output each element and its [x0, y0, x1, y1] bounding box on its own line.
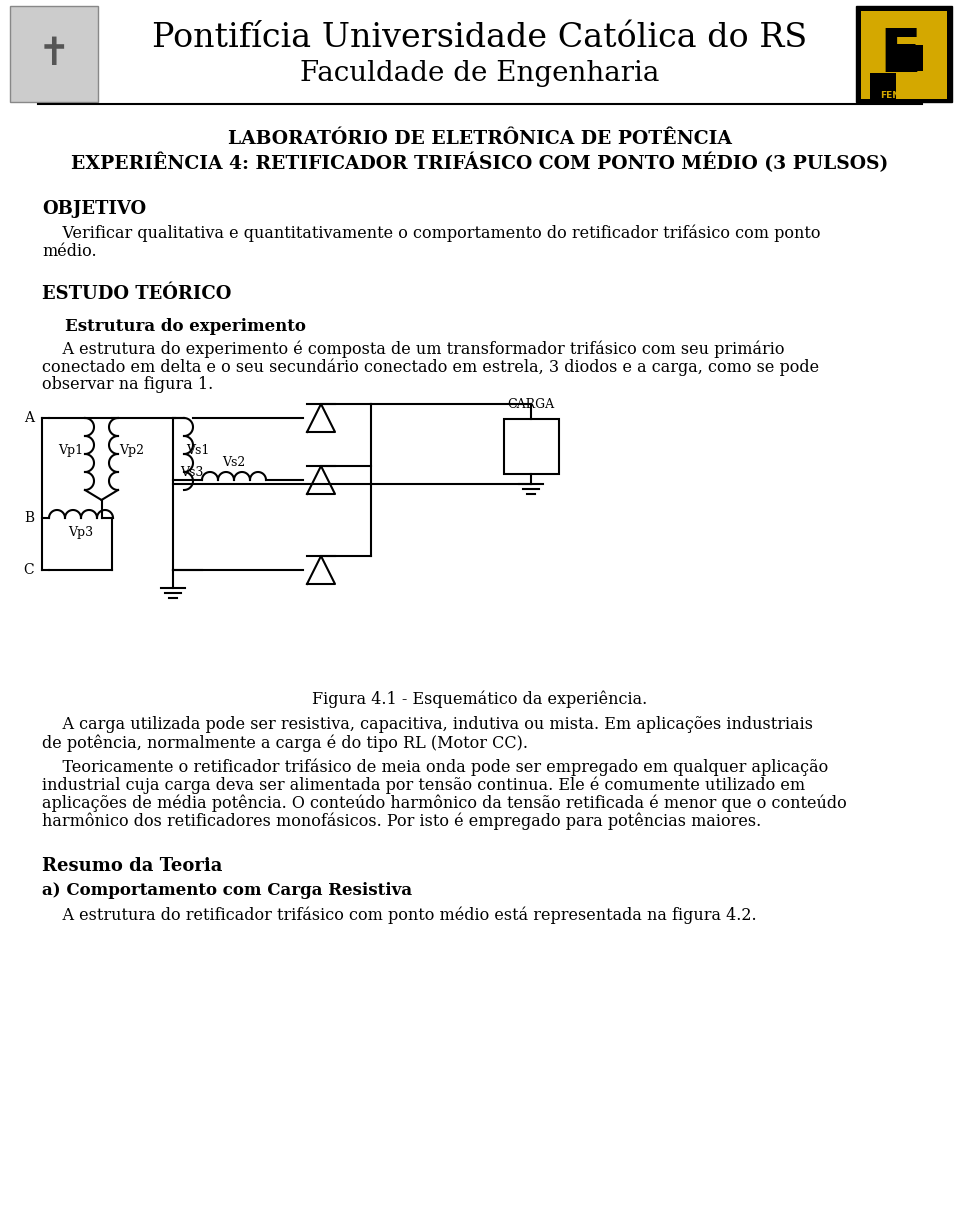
Text: OBJETIVO: OBJETIVO [42, 200, 146, 218]
Text: Estrutura do experimento: Estrutura do experimento [65, 318, 306, 335]
Text: ESTUDO TEÓRICO: ESTUDO TEÓRICO [42, 285, 231, 303]
Text: FENGPUC: FENGPUC [880, 90, 928, 100]
Text: A estrutura do retificador trifásico com ponto médio está representada na figura: A estrutura do retificador trifásico com… [42, 906, 756, 924]
Text: Faculdade de Engenharia: Faculdade de Engenharia [300, 60, 660, 87]
Text: A estrutura do experimento é composta de um transformador trifásico com seu prim: A estrutura do experimento é composta de… [42, 340, 784, 357]
Text: médio.: médio. [42, 242, 97, 260]
Text: Vs1: Vs1 [186, 444, 209, 457]
Text: B: B [24, 511, 34, 525]
Text: Vs3: Vs3 [180, 466, 204, 479]
Bar [503, 418, 559, 474]
Bar [861, 11, 947, 99]
Text: Vp1: Vp1 [59, 444, 84, 457]
Text: industrial cuja carga deva ser alimentada por tensão continua. Ele é comumente u: industrial cuja carga deva ser alimentad… [42, 775, 805, 794]
Text: LABORATÓRIO DE ELETRÔNICA DE POTÊNCIA: LABORATÓRIO DE ELETRÔNICA DE POTÊNCIA [228, 130, 732, 148]
Bar [870, 74, 896, 99]
Text: conectado em delta e o seu secundário conectado em estrela, 3 diodos e a carga, : conectado em delta e o seu secundário co… [42, 358, 819, 375]
Text: Vp3: Vp3 [68, 526, 93, 539]
Text: Resumo da Teoria: Resumo da Teoria [42, 857, 223, 876]
Text: harmônico dos retificadores monofásicos. Por isto é empregado para potências mai: harmônico dos retificadores monofásicos.… [42, 812, 761, 830]
Text: a) Comportamento com Carga Resistiva: a) Comportamento com Carga Resistiva [42, 882, 412, 898]
Text: CARGA: CARGA [508, 398, 555, 411]
Text: de potência, normalmente a carga é do tipo RL (Motor CC).: de potência, normalmente a carga é do ti… [42, 734, 528, 751]
Text: E: E [879, 25, 921, 84]
Text: aplicações de média potência. O conteúdo harmônico da tensão retificada é menor : aplicações de média potência. O conteúdo… [42, 794, 847, 812]
Text: Teoricamente o retificador trifásico de meia onda pode ser empregado em qualquer: Teoricamente o retificador trifásico de … [42, 759, 828, 775]
Text: Vp2: Vp2 [119, 444, 145, 457]
Bar [897, 45, 923, 71]
Text: ✝: ✝ [37, 35, 70, 74]
Text: Verificar qualitativa e quantitativamente o comportamento do retificador trifási: Verificar qualitativa e quantitativament… [42, 226, 821, 242]
Text: Figura 4.1 - Esquemático da experiência.: Figura 4.1 - Esquemático da experiência. [312, 690, 648, 708]
Text: EXPERIÊNCIA 4: RETIFICADOR TRIFÁSICO COM PONTO MÉDIO (3 PULSOS): EXPERIÊNCIA 4: RETIFICADOR TRIFÁSICO COM… [71, 153, 889, 174]
Text: C: C [23, 563, 34, 576]
Text: Vs2: Vs2 [223, 456, 246, 469]
Text: Pontifícia Universidade Católica do RS: Pontifícia Universidade Católica do RS [153, 22, 807, 54]
Text: A: A [24, 411, 34, 425]
Bar [10, 6, 98, 103]
Bar [856, 6, 952, 103]
Text: observar na figura 1.: observar na figura 1. [42, 376, 213, 393]
Text: A carga utilizada pode ser resistiva, capacitiva, indutiva ou mista. Em aplicaçõ: A carga utilizada pode ser resistiva, ca… [42, 716, 813, 733]
